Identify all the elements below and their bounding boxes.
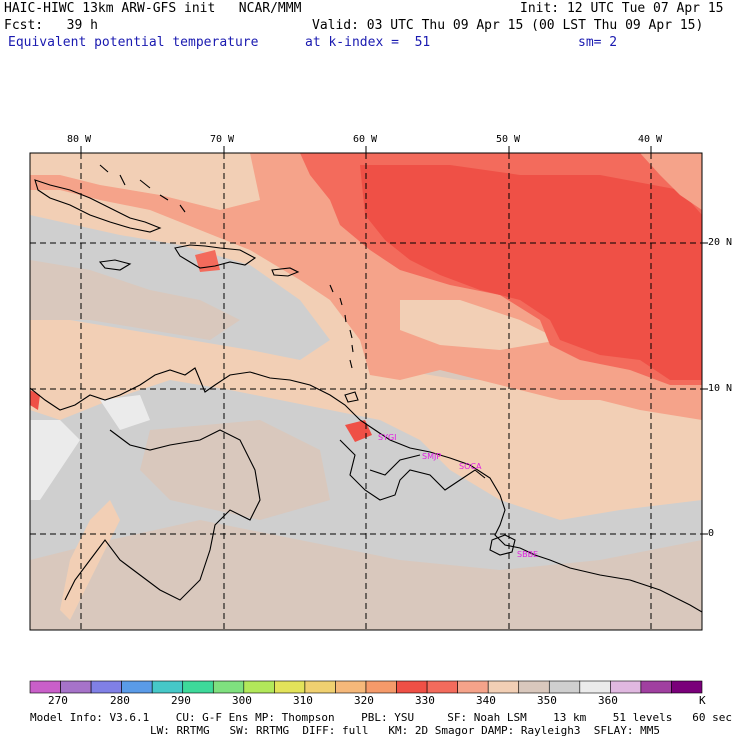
jamaica-coast	[98, 259, 132, 271]
colorbar	[29, 680, 703, 694]
field-salmon-ne	[640, 153, 702, 210]
guiana-interior-border	[369, 454, 421, 476]
field-taupe-caribbean	[30, 260, 240, 340]
lat-label-20n: 20 N	[708, 237, 733, 248]
colorbar-swatch	[243, 680, 275, 694]
field-taupe-interior	[140, 420, 330, 520]
station-label-sbbe: SBBE	[517, 550, 538, 559]
venezuela-colombia-border	[64, 429, 261, 601]
south-america-coast	[30, 367, 702, 613]
colorbar-swatch	[579, 680, 611, 694]
smoothing-value: sm= 2	[578, 35, 618, 50]
field-peach-patch	[400, 300, 560, 350]
colorbar-label-300: 300	[232, 694, 252, 707]
colorbar-swatch	[426, 680, 458, 694]
field-red-spot-west	[30, 390, 40, 410]
colorbar-swatch	[610, 680, 642, 694]
field-light-patch	[100, 395, 150, 430]
lon-label-40w: 40 W	[638, 134, 663, 145]
colorbar-swatch	[335, 680, 367, 694]
marajo-coast	[489, 534, 516, 556]
coastlines	[30, 164, 702, 613]
colorbar-swatch	[121, 680, 153, 694]
colorbar-label-290: 290	[171, 694, 191, 707]
lon-label-60w: 60 W	[353, 134, 378, 145]
colorbar-swatch	[182, 680, 214, 694]
model-info-line1: Model Info: V3.6.1 CU: G-F Ens MP: Thomp…	[30, 711, 732, 724]
colorbar-swatch	[487, 680, 520, 694]
colorbar-swatch	[518, 680, 550, 694]
colorbar-label-360: 360	[598, 694, 618, 707]
colorbar-swatch	[640, 680, 672, 694]
level-index: at k-index = 51	[305, 35, 431, 50]
colorbar-label-270: 270	[48, 694, 68, 707]
lon-label-50w: 50 W	[496, 134, 521, 145]
puerto-rico-coast	[271, 267, 300, 277]
colorbar-unit: K	[699, 694, 706, 707]
lat-label-10n: 10 N	[708, 383, 733, 394]
field-name: Equivalent potential temperature	[8, 35, 259, 50]
lon-label-70w: 70 W	[210, 134, 235, 145]
colorbar-label-340: 340	[476, 694, 496, 707]
trinidad-coast	[344, 391, 359, 403]
field-gray-caribbean	[30, 215, 330, 360]
field-peach-northwest	[30, 153, 260, 210]
lat-label-0: 0	[708, 528, 715, 539]
colorbar-swatch	[212, 680, 245, 694]
hispaniola-coast	[174, 244, 257, 269]
model-title: HAIC-HIWC 13km ARW-GFS init NCAR/MMM	[4, 1, 302, 16]
colorbar-label-330: 330	[415, 694, 435, 707]
colorbar-swatch	[60, 680, 92, 694]
colorbar-label-320: 320	[354, 694, 374, 707]
lon-label-80w: 80 W	[67, 134, 92, 145]
colorbar-label-310: 310	[293, 694, 313, 707]
axis-ticks	[80, 146, 708, 535]
forecast-hour: Fcst: 39 h	[4, 18, 98, 33]
colorbar-swatch	[90, 680, 122, 694]
station-label-sygi: SYGI	[378, 433, 397, 442]
model-info-line2: LW: RRTMG SW: RRTMG DIFF: full KM: 2D Sm…	[150, 724, 660, 737]
map-frame	[29, 152, 703, 631]
colorbar-swatch	[304, 680, 336, 694]
colorbar-swatch	[365, 680, 397, 694]
colorbar-label-350: 350	[537, 694, 557, 707]
station-label-soca: SOCA	[459, 462, 482, 471]
station-label-smjp: SMJP	[422, 452, 441, 461]
field-light-west	[30, 420, 80, 500]
colorbar-swatch	[396, 680, 428, 694]
bahamas-islands	[99, 164, 186, 213]
graticule	[30, 153, 702, 630]
colorbar-swatch	[548, 680, 581, 694]
cuba-coast	[34, 179, 162, 233]
lesser-antilles	[329, 284, 354, 369]
colorbar-label-280: 280	[110, 694, 130, 707]
init-time: Init: 12 UTC Tue 07 Apr 15	[520, 1, 724, 16]
valid-time: Valid: 03 UTC Thu 09 Apr 15 (00 LST Thu …	[312, 18, 704, 33]
field-red-spot	[345, 420, 372, 442]
colorbar-swatch	[274, 680, 306, 694]
guiana-borders	[339, 439, 486, 501]
colorbar-swatch	[29, 680, 61, 694]
field-red	[360, 165, 702, 380]
colorbar-swatch	[151, 680, 184, 694]
colorbar-swatch	[457, 680, 489, 694]
colorbar-swatch	[671, 680, 703, 694]
